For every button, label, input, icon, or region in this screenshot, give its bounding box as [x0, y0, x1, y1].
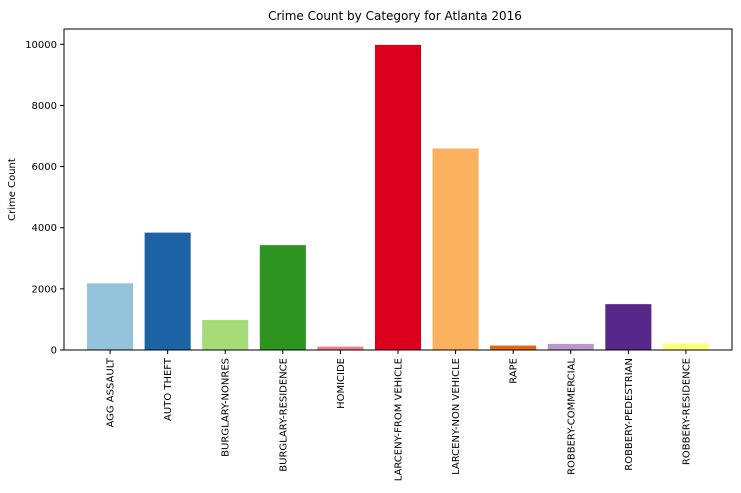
x-tick-label: LARCENY-NON VEHICLE: [451, 358, 462, 475]
x-tick-label: RAPE: [509, 358, 520, 384]
bars-group: [87, 44, 709, 350]
y-tick-label: 4000: [32, 223, 57, 234]
bar-agg-assault: [87, 283, 134, 350]
bar-larceny-non-vehicle: [432, 148, 479, 350]
chart-title: Crime Count by Category for Atlanta 2016: [268, 9, 522, 23]
bar-larceny-from-vehicle: [374, 44, 422, 350]
bar-burglary-nonres: [202, 320, 249, 350]
bar-burglary-residence: [259, 245, 306, 350]
y-tick-label: 10000: [25, 40, 57, 51]
y-tick-label: 0: [51, 346, 57, 357]
x-tick-label: HOMICIDE: [336, 358, 347, 409]
y-tick-label: 6000: [32, 162, 57, 173]
x-tick-label: LARCENY-FROM VEHICLE: [394, 358, 405, 481]
y-tick-label: 2000: [32, 284, 57, 295]
x-tick-label: AUTO THEFT: [163, 357, 174, 421]
x-tick-label: ROBBERY-RESIDENCE: [681, 358, 692, 465]
x-tick-label: BURGLARY-RESIDENCE: [278, 358, 289, 472]
y-axis-label: Crime Count: [7, 158, 18, 221]
bar-robbery-pedestrian: [605, 304, 652, 350]
bar-robbery-residence: [662, 343, 709, 350]
x-tick-label: BURGLARY-NONRES: [221, 358, 232, 457]
bar-robbery-commercial: [547, 343, 594, 350]
y-ticks-group: 0 2000 4000 6000 8000 10000: [25, 40, 64, 357]
x-tick-label: ROBBERY-COMMERCIAL: [566, 358, 577, 475]
bar-homicide: [317, 346, 364, 350]
y-tick-label: 8000: [32, 101, 57, 112]
bar-rape: [490, 345, 537, 350]
x-tick-label: ROBBERY-PEDESTRIAN: [624, 358, 635, 471]
x-ticks-group: AGG ASSAULT AUTO THEFT BURGLARY-NONRES BURG…: [106, 350, 692, 481]
x-tick-label: AGG ASSAULT: [106, 357, 117, 427]
plot-frame: [63, 28, 733, 351]
bar-auto-theft: [144, 232, 191, 350]
